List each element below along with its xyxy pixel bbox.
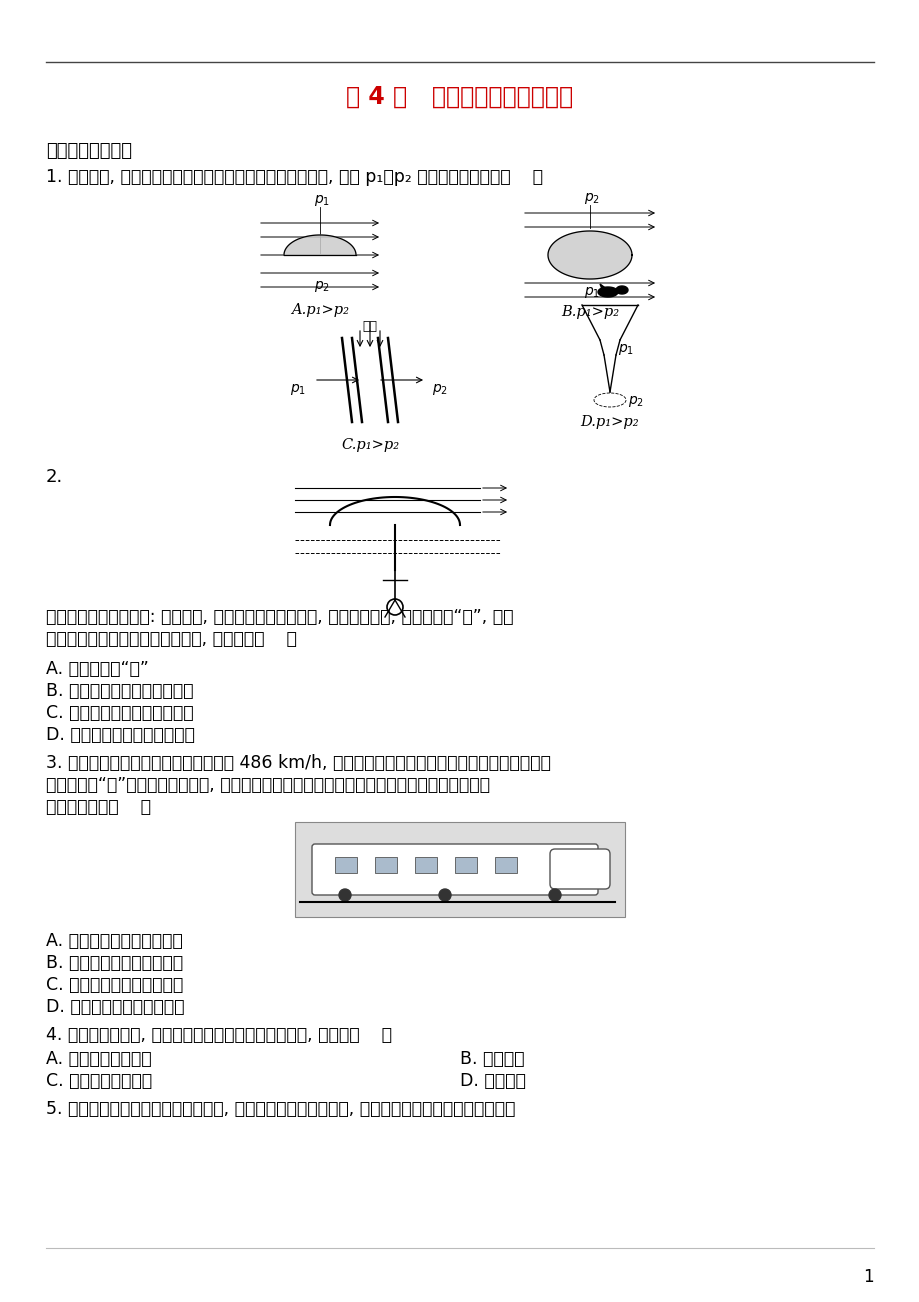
Bar (414, 857, 437, 874)
Text: $p_2$: $p_2$ (313, 279, 330, 294)
Circle shape (438, 889, 450, 901)
Text: D. 气流速度更小、压强更小: D. 气流速度更小、压强更小 (46, 999, 185, 1016)
Text: 2.: 2. (46, 467, 63, 486)
Text: 一、知能演练提升: 一、知能演练提升 (46, 142, 131, 160)
Text: $p_1$: $p_1$ (289, 381, 306, 397)
Circle shape (338, 889, 351, 901)
Text: B. 气流速度更大、压强更大: B. 气流速度更大、压强更大 (46, 954, 183, 973)
Text: 你是否有过这样的经历: 如图所示, 撑一把雨伞行走在雨中, 一阵大风吹来, 伞面可能被“吸”, 发生: 你是否有过这样的经历: 如图所示, 撑一把雨伞行走在雨中, 一阵大风吹来, 伞面… (46, 608, 513, 626)
Text: C. 气流速度更小、压强更大: C. 气流速度更小、压强更大 (46, 976, 183, 993)
Text: D.p₁>p₂: D.p₁>p₂ (580, 415, 639, 428)
Text: A. 伞面被向下“吸”: A. 伞面被向下“吸” (46, 660, 149, 678)
Text: 候车乘客被“吸”向火车的事故发生, 站台上的安全线与列车的距离也要更大些。这是因为列车进: 候车乘客被“吸”向火车的事故发生, 站台上的安全线与列车的距离也要更大些。这是因… (46, 776, 490, 794)
FancyBboxPatch shape (312, 844, 597, 894)
Text: $p_2$: $p_2$ (584, 191, 599, 206)
Text: A. 从路中间飞向路边: A. 从路中间飞向路边 (46, 1049, 152, 1068)
Text: C.p₁>p₂: C.p₁>p₂ (341, 437, 399, 452)
Polygon shape (599, 284, 607, 294)
Bar (375, 857, 397, 874)
Text: B. 只向上扬: B. 只向上扬 (460, 1049, 524, 1068)
Text: 1: 1 (862, 1268, 873, 1286)
Bar (455, 857, 476, 874)
Circle shape (549, 889, 561, 901)
Polygon shape (548, 230, 631, 279)
Polygon shape (616, 286, 628, 294)
Text: $p_2$: $p_2$ (432, 381, 448, 397)
Text: 4. 树叶落在马路上, 当一辆高速行驶的汽车驶过路面时, 树叶将（    ）: 4. 树叶落在马路上, 当一辆高速行驶的汽车驶过路面时, 树叶将（ ） (46, 1026, 391, 1044)
Text: $p_1$: $p_1$ (313, 193, 330, 208)
Text: 1. 如图所示, 以下四个关于气体压强与流速的关系的现象中, 压强 p₁、p₂ 大小关系正确的是（    ）: 1. 如图所示, 以下四个关于气体压强与流速的关系的现象中, 压强 p₁、p₂ … (46, 168, 542, 186)
FancyBboxPatch shape (295, 822, 624, 917)
Text: $p_1$: $p_1$ (584, 285, 599, 299)
Text: C. 伞上方的空气流速等于下方: C. 伞上方的空气流速等于下方 (46, 704, 193, 723)
Text: D. 伞上方的空气流速小于下方: D. 伞上方的空气流速小于下方 (46, 727, 195, 743)
Bar (494, 857, 516, 874)
Text: 形变。下列有关这一现象及其解释, 正确的是（    ）: 形变。下列有关这一现象及其解释, 正确的是（ ） (46, 630, 297, 648)
Text: 5. 小张同学自制了一个飞机机翅模型, 将其固定在托盘测力计上, 如图所示。在机翅模型的正前方用: 5. 小张同学自制了一个飞机机翅模型, 将其固定在托盘测力计上, 如图所示。在机… (46, 1100, 515, 1118)
Polygon shape (597, 286, 618, 297)
Text: 吹气: 吹气 (362, 320, 377, 333)
Bar (335, 857, 357, 874)
Text: $p_2$: $p_2$ (628, 395, 643, 409)
Text: 第 4 节   流体压强与流速的关系: 第 4 节 流体压强与流速的关系 (346, 85, 573, 109)
Text: 3. 我国研制的高速列车运行速度可高达 486 km/h, 这种列车进站速度要比普通列车大一些。为避免: 3. 我国研制的高速列车运行速度可高达 486 km/h, 这种列车进站速度要比… (46, 754, 550, 772)
Text: D. 不受影响: D. 不受影响 (460, 1072, 526, 1090)
Text: $p_1$: $p_1$ (618, 342, 633, 357)
Text: A.p₁>p₂: A.p₁>p₂ (290, 303, 348, 316)
Text: C. 从路旁被吸向汽车: C. 从路旁被吸向汽车 (46, 1072, 152, 1090)
Polygon shape (284, 234, 356, 255)
Text: A. 气流速度更大、压强更小: A. 气流速度更大、压强更小 (46, 932, 183, 950)
Text: B.p₁>p₂: B.p₁>p₂ (561, 305, 618, 319)
FancyBboxPatch shape (550, 849, 609, 889)
Text: 站时车体附近（    ）: 站时车体附近（ ） (46, 798, 151, 816)
Text: B. 伞上方的空气流速大于下方: B. 伞上方的空气流速大于下方 (46, 682, 193, 700)
